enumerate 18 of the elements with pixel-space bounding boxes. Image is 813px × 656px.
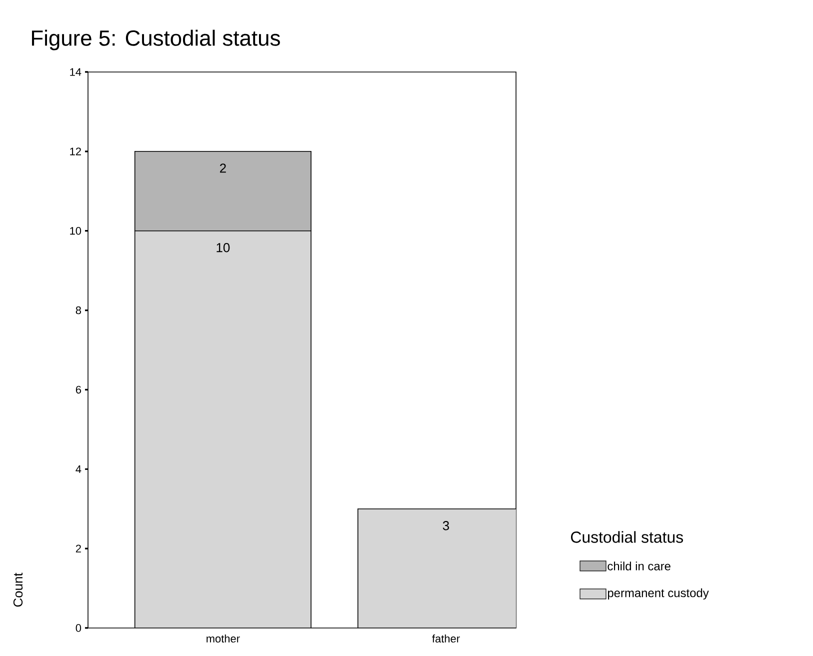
legend-label: permanent custody bbox=[608, 588, 709, 600]
y-tick-label: 12 bbox=[70, 148, 81, 156]
chart-title: Figure 5: Custodial status bbox=[32, 30, 280, 50]
x-tick-label: mother bbox=[206, 634, 240, 643]
y-tick-label: 14 bbox=[70, 68, 82, 76]
data-label: 10 bbox=[216, 243, 230, 252]
y-tick-label: 10 bbox=[70, 226, 82, 235]
y-tick-label: 6 bbox=[76, 386, 82, 394]
data-label: 3 bbox=[442, 521, 450, 530]
x-tick-label: father bbox=[432, 634, 460, 643]
y-tick-label: 2 bbox=[76, 544, 81, 552]
y-tick-label: 4 bbox=[76, 465, 82, 473]
y-tick-label: 8 bbox=[76, 306, 82, 314]
legend-label: child in care bbox=[608, 562, 670, 570]
legend-title: Custodial status bbox=[571, 531, 684, 543]
y-axis-title: Count bbox=[13, 572, 23, 607]
y-tick-label: 0 bbox=[76, 624, 82, 632]
data-label: 2 bbox=[220, 164, 226, 173]
